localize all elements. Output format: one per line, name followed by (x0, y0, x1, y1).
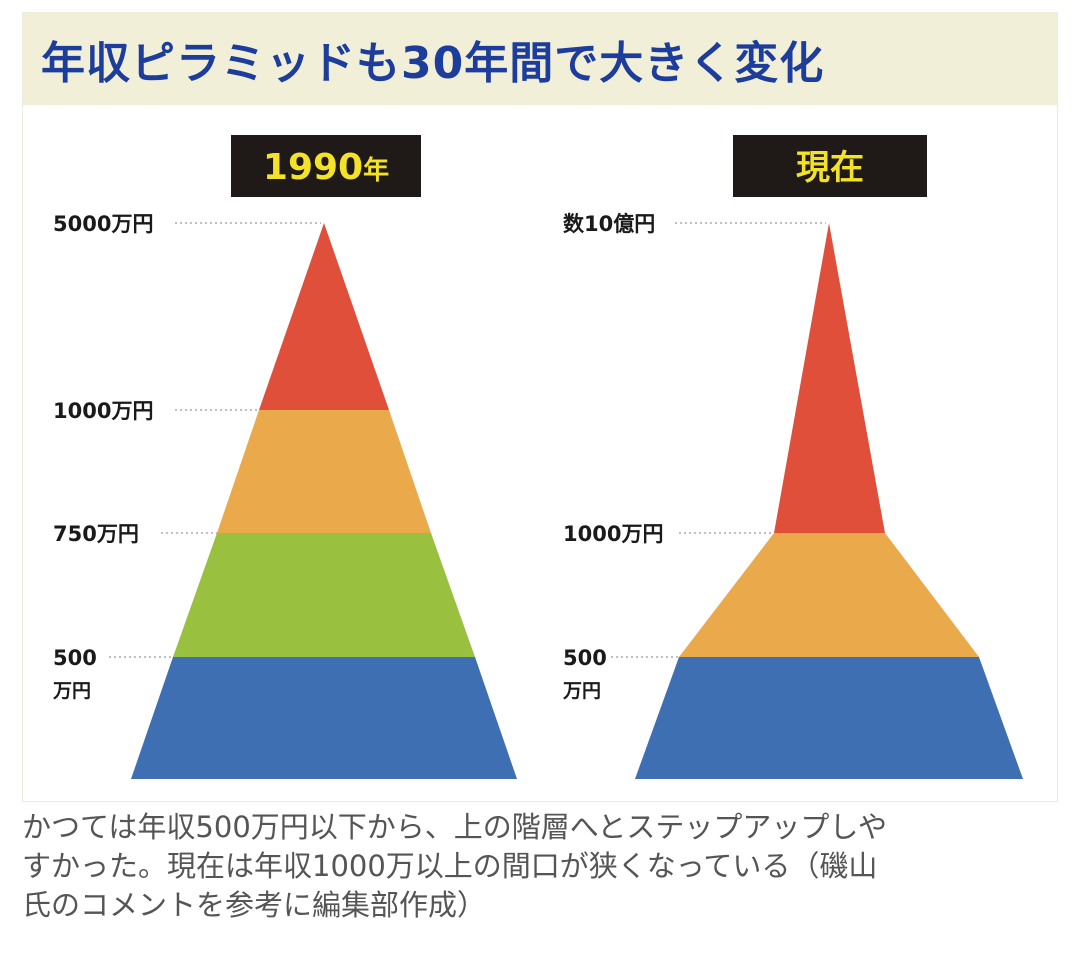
red-band (259, 223, 389, 410)
level-label-1000: 1000万円 (53, 399, 153, 423)
label-1990-year: 1990 (263, 147, 363, 188)
title-bar: 年収ピラミッドも30年間で大きく変化 (23, 13, 1057, 105)
label-current: 現在 (796, 148, 864, 188)
level-label-billions: 数10億円 (563, 212, 655, 236)
caption-line: すかった。現在は年収1000万以上の間口が狭くなっている（磯山 (22, 849, 878, 883)
figure-panel: 年収ピラミッドも30年間で大きく変化 1990年 5000万円 1000万円 7… (22, 12, 1058, 802)
level-label-500: 500 (53, 646, 97, 670)
label-1990: 1990年 (263, 147, 389, 188)
blue-band (131, 657, 517, 779)
pyramid-diagram: 1990年 5000万円 1000万円 750万円 500 万円 現在 (52, 135, 1023, 779)
green-band (173, 533, 475, 657)
level-label-500-unit: 万円 (52, 680, 91, 702)
caption-line: 氏のコメントを参考に編集部作成） (22, 888, 487, 922)
orange-band (679, 533, 979, 657)
pyramid-current: 現在 数10億円 1000万円 500 万円 (562, 135, 1023, 779)
orange-band (217, 410, 431, 533)
level-label-750: 750万円 (53, 522, 139, 546)
level-label-500-unit: 万円 (562, 680, 601, 702)
caption: かつては年収500万円以下から、上の階層へとステップアップしや すかった。現在は… (22, 808, 1062, 925)
label-box-1990 (231, 135, 421, 197)
pyramid-1990: 1990年 5000万円 1000万円 750万円 500 万円 (52, 135, 517, 779)
level-label-5000: 5000万円 (53, 212, 153, 236)
label-1990-suffix: 年 (363, 155, 389, 186)
red-band (774, 223, 885, 533)
level-label-1000: 1000万円 (563, 522, 663, 546)
label-box-current (733, 135, 927, 197)
page-title: 年収ピラミッドも30年間で大きく変化 (41, 38, 825, 89)
blue-band (635, 657, 1023, 779)
level-label-500: 500 (563, 646, 607, 670)
caption-line: かつては年収500万円以下から、上の階層へとステップアップしや (22, 810, 888, 844)
